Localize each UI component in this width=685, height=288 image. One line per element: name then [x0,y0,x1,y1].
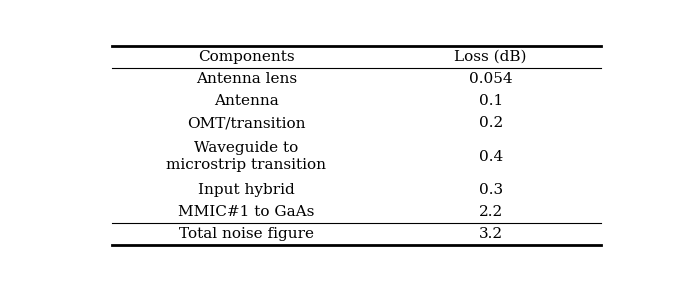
Text: Antenna: Antenna [214,94,279,108]
Text: Antenna lens: Antenna lens [196,72,297,86]
Text: Total noise figure: Total noise figure [179,227,314,241]
Text: MMIC#1 to GaAs: MMIC#1 to GaAs [178,205,314,219]
Text: 0.3: 0.3 [479,183,503,197]
Text: 3.2: 3.2 [479,227,503,241]
Text: Loss (dB): Loss (dB) [454,50,527,64]
Text: 0.1: 0.1 [479,94,503,108]
Text: OMT/transition: OMT/transition [187,116,306,130]
Text: Input hybrid: Input hybrid [198,183,295,197]
Text: Waveguide to
microstrip transition: Waveguide to microstrip transition [166,141,327,172]
Text: 0.4: 0.4 [479,149,503,164]
Text: 0.2: 0.2 [479,116,503,130]
Text: Components: Components [198,50,295,64]
Text: 2.2: 2.2 [479,205,503,219]
Text: 0.054: 0.054 [469,72,512,86]
